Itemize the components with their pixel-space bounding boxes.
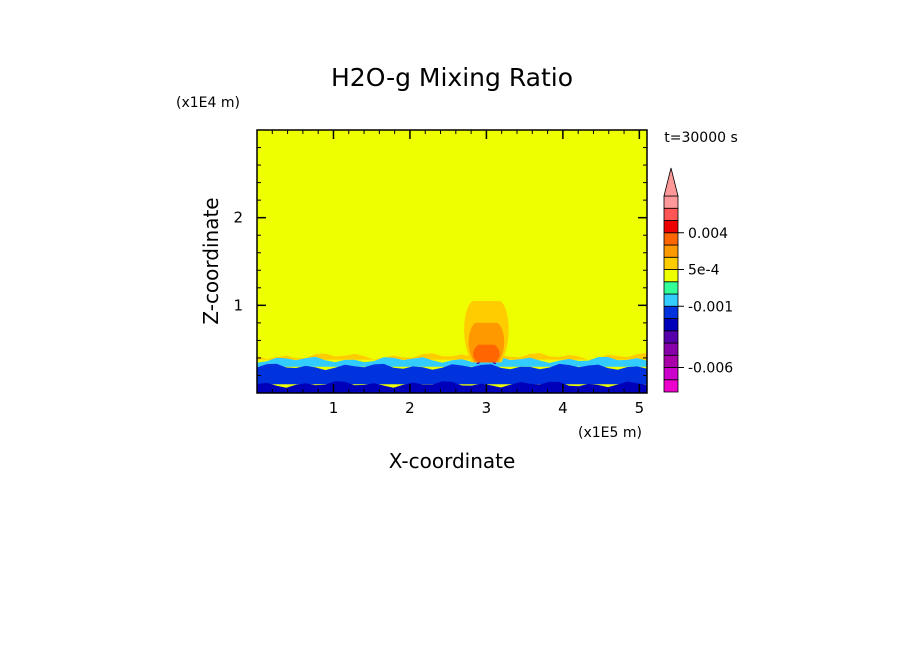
colorbar-segment [663,330,679,344]
colorbar-segment [663,318,679,332]
x-axis-label: X-coordinate [389,449,516,473]
colorbar-segment [663,232,679,246]
y-tick-label: 1 [233,296,243,314]
colorbar-segment [663,342,679,356]
colorbar-extend-arrow [663,167,679,197]
colorbar-segment [663,220,679,234]
plot-area: 1 2 3 4 5 1 2 [233,129,648,417]
field-plume [476,362,497,365]
field-plume [473,344,500,363]
colorbar-label: -0.001 [688,299,733,315]
field-background [257,130,647,393]
field-layer [257,356,647,367]
y-axis-label: Z-coordinate [199,197,223,324]
field-layer [257,353,647,360]
colorbar-segment [663,195,679,209]
plot-frame [256,129,648,394]
colorbar-segment [663,305,679,319]
x-unit-label: (x1E5 m) [578,425,642,441]
chart-title: H2O-g Mixing Ratio [331,63,573,92]
x-tick-label: 5 [635,399,645,417]
x-tick-label: 3 [482,399,492,417]
colorbar-label: 5e-4 [688,263,720,279]
colorbar-segment [663,367,679,381]
colorbar-segment [663,379,679,393]
time-label: t=30000 s [664,130,738,146]
x-tick-label: 1 [329,399,339,417]
y-tick-label: 2 [233,209,243,227]
colorbar-label: 0.004 [688,226,728,242]
colorbar-segment [663,207,679,221]
colorbar-segment [663,244,679,258]
x-tick-label: 4 [558,399,568,417]
colorbar-segment [663,269,679,283]
colorbar-segment [663,281,679,295]
colorbar-segment [663,293,679,307]
colorbar: 0.004 5e-4 -0.001 -0.006 [663,167,733,393]
field-layer [257,363,647,385]
colorbar-segment [663,354,679,368]
colorbar-segment [663,256,679,270]
colorbar-label: -0.006 [688,361,733,377]
x-tick-label: 2 [405,399,415,417]
y-unit-label: (x1E4 m) [176,95,240,111]
field-layer [257,381,647,393]
